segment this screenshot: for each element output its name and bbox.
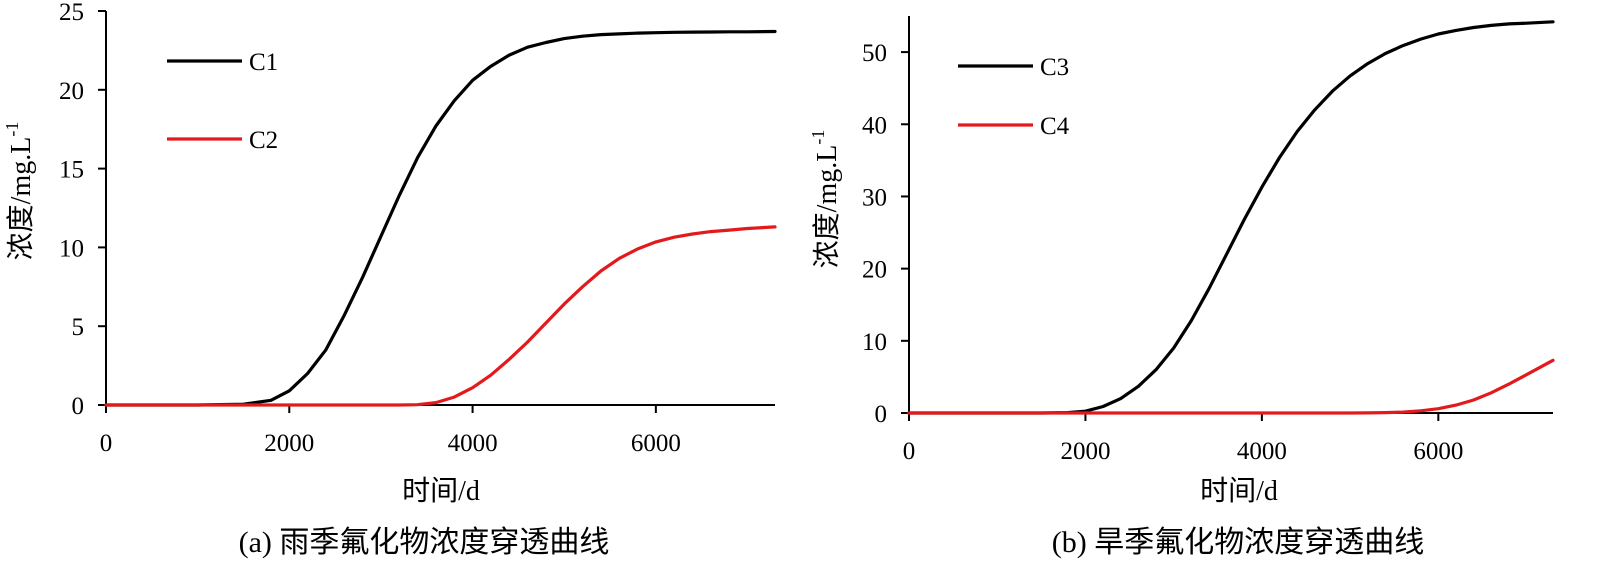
y-tick-label: 50 — [862, 40, 887, 67]
x-tick-label: 2000 — [1060, 438, 1110, 465]
x-tick-label: 4000 — [448, 430, 498, 457]
panel-b-caption: (b) 旱季氟化物浓度穿透曲线 — [1052, 526, 1424, 559]
y-axis-label: 浓度/mg.L-1 — [808, 130, 843, 269]
series-line-c3 — [907, 20, 1555, 415]
y-tick-label: 0 — [875, 401, 888, 428]
legend-label-c1: C1 — [249, 49, 278, 76]
y-tick-label: 10 — [862, 329, 887, 356]
y-tick-label: 25 — [59, 0, 84, 26]
x-tick-label: 4000 — [1237, 438, 1287, 465]
legend-label-c4: C4 — [1040, 113, 1070, 140]
x-tick-label: 6000 — [1413, 438, 1463, 465]
x-axis-label: 时间/d — [1200, 475, 1278, 507]
y-axis-label: 浓度/mg.L-1 — [2, 122, 37, 261]
legend-label-c2: C2 — [249, 127, 278, 154]
panel-a-chart: 0 5 10 15 20 25 0 2000 4000 6000 C1 C2 浓度/mg.L-1 时间/d… — [2, 0, 777, 559]
panel-a-caption: (a) 雨季氟化物浓度穿透曲线 — [239, 526, 610, 559]
y-tick-label: 0 — [72, 393, 85, 420]
y-tick-label: 40 — [862, 112, 887, 139]
series-line-c2 — [104, 225, 777, 407]
series-line-c1 — [104, 29, 777, 407]
x-tick-label: 6000 — [631, 430, 681, 457]
legend-label-c3: C3 — [1040, 54, 1069, 81]
y-tick-label: 30 — [862, 184, 887, 211]
x-tick-label: 2000 — [264, 430, 314, 457]
x-axis-label: 时间/d — [402, 475, 480, 507]
y-tick-label: 20 — [59, 78, 84, 105]
panel-b-chart: 0 10 20 30 40 50 0 2000 4000 6000 C3 C4 浓度/mg.L-1 时间/… — [808, 16, 1555, 559]
x-tick-label: 0 — [903, 438, 916, 465]
y-tick-label: 15 — [59, 157, 84, 184]
y-tick-label: 10 — [59, 235, 84, 262]
y-tick-label: 5 — [72, 314, 85, 341]
x-tick-label: 0 — [100, 430, 113, 457]
y-tick-label: 20 — [862, 257, 887, 284]
series-line-c4 — [907, 358, 1555, 415]
